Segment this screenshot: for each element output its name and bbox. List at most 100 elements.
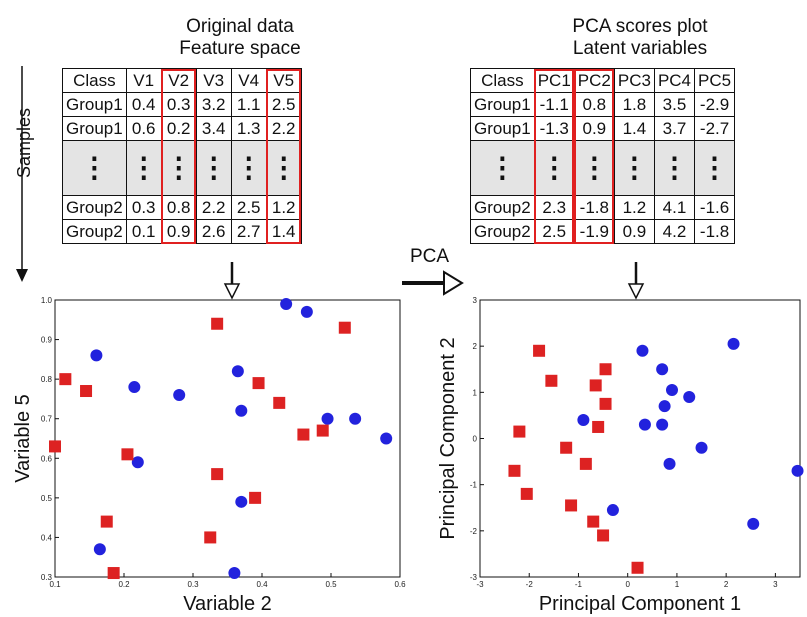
data-point-square bbox=[252, 377, 265, 390]
table-cell: 1.1 bbox=[230, 92, 267, 117]
x-tick-label: 1 bbox=[675, 580, 680, 589]
data-point-circle bbox=[380, 432, 393, 445]
table-cell: 0.4 bbox=[125, 92, 162, 117]
feature-table: Class V1 V2 V3 V4 V5 Group1 0.4 0.3 3.2 … bbox=[62, 68, 302, 244]
table-cell: Group1 bbox=[62, 92, 127, 117]
data-point-square bbox=[100, 515, 113, 528]
table-cell: 0.8 bbox=[160, 195, 197, 220]
table-cell: Group1 bbox=[470, 92, 535, 117]
ellipsis-row: ⋮ ⋮ ⋮ ⋮ ⋮ ⋮ bbox=[62, 140, 302, 196]
table-cell: 2.2 bbox=[265, 116, 302, 141]
data-point-circle bbox=[577, 414, 590, 427]
table-cell: 2.6 bbox=[195, 219, 232, 244]
down-arrow-right bbox=[627, 262, 645, 300]
table-cell: 3.7 bbox=[653, 116, 696, 141]
samples-label: Samples bbox=[14, 107, 34, 178]
header-cell: V1 bbox=[125, 68, 162, 93]
data-point-square bbox=[565, 499, 578, 512]
scatter-plot-feature: 0.1 0.2 0.3 0.4 0.5 0.6 0.3 0.4 0.5 0.6 0.7 0.8 0.9 1… bbox=[12, 296, 406, 615]
table-row: Group1 -1.1 0.8 1.8 3.5 -2.9 bbox=[470, 92, 736, 117]
header-cell: PC2 bbox=[573, 68, 615, 93]
data-point-square bbox=[338, 321, 351, 334]
data-point-square bbox=[273, 396, 286, 409]
table-cell: 2.5 bbox=[533, 219, 575, 244]
plot-frame bbox=[479, 299, 801, 578]
pca-arrow bbox=[402, 270, 464, 296]
data-point-square bbox=[121, 448, 134, 461]
header-cell: V5 bbox=[265, 68, 302, 93]
data-point-circle bbox=[747, 517, 760, 530]
data-point-circle bbox=[349, 412, 362, 425]
y-tick-label: 0.8 bbox=[41, 375, 53, 384]
header-cell: V4 bbox=[230, 68, 267, 93]
data-point-circle bbox=[658, 400, 671, 413]
table-cell: 0.9 bbox=[160, 219, 197, 244]
data-point-square bbox=[589, 379, 602, 392]
header-cell: V3 bbox=[195, 68, 232, 93]
data-point-square bbox=[599, 363, 612, 376]
y-tick-label: -1 bbox=[470, 481, 478, 490]
y-tick-label: 3 bbox=[473, 296, 478, 305]
data-point-square bbox=[631, 561, 644, 574]
table-cell: 1.8 bbox=[613, 92, 655, 117]
left-title-line2: Feature space bbox=[179, 38, 301, 59]
table-cell: 3.4 bbox=[195, 116, 232, 141]
table-cell: 0.3 bbox=[160, 92, 197, 117]
data-point-circle bbox=[128, 381, 141, 394]
table-cell: 0.2 bbox=[160, 116, 197, 141]
ellipsis-row: ⋮ ⋮ ⋮ ⋮ ⋮ ⋮ bbox=[470, 140, 736, 196]
data-point-square bbox=[249, 491, 262, 504]
samples-arrow bbox=[16, 66, 28, 282]
x-tick-label: 0.2 bbox=[118, 580, 130, 589]
x-tick-label: 0.3 bbox=[187, 580, 199, 589]
data-point-square bbox=[80, 385, 93, 398]
header-cell: Class bbox=[62, 68, 127, 93]
x-tick-label: 0.6 bbox=[394, 580, 406, 589]
table-row: Group2 0.3 0.8 2.2 2.5 1.2 bbox=[62, 195, 302, 220]
table-cell: Group2 bbox=[470, 195, 535, 220]
table-cell: 0.3 bbox=[125, 195, 162, 220]
data-point-square bbox=[587, 515, 600, 528]
ellipsis-cell: ⋮ bbox=[195, 140, 232, 196]
data-point-circle bbox=[235, 404, 248, 417]
table-cell: 1.2 bbox=[265, 195, 302, 220]
table-cell: 0.9 bbox=[613, 219, 655, 244]
data-point-circle bbox=[791, 464, 804, 477]
y-axis-label: Principal Component 2 bbox=[437, 337, 459, 539]
y-tick-label: 1.0 bbox=[41, 296, 53, 305]
right-title-line1: PCA scores plot bbox=[572, 16, 708, 37]
y-tick-label: 0.4 bbox=[41, 533, 53, 542]
data-point-square bbox=[297, 428, 310, 441]
x-tick-label: 0 bbox=[625, 580, 630, 589]
data-point-square bbox=[49, 440, 61, 453]
table-cell: -1.6 bbox=[694, 195, 736, 220]
left-title: Original data Feature space bbox=[130, 16, 350, 60]
data-point-square bbox=[597, 529, 610, 542]
data-point-circle bbox=[656, 363, 669, 376]
x-tick-label: 0.4 bbox=[256, 580, 268, 589]
table-cell: Group1 bbox=[62, 116, 127, 141]
table-cell: 0.6 bbox=[125, 116, 162, 141]
down-arrow-left bbox=[223, 262, 241, 300]
scatter-plot-pca: -3 -2 -1 0 1 2 3 -3 -2 -1 0 1 2 3 Principal Component … bbox=[437, 296, 804, 615]
table-cell: Group1 bbox=[470, 116, 535, 141]
y-tick-label: -3 bbox=[470, 573, 478, 582]
table-row: Group1 -1.3 0.9 1.4 3.7 -2.7 bbox=[470, 116, 736, 141]
data-point-square bbox=[204, 531, 217, 544]
data-point-circle bbox=[666, 384, 678, 397]
data-point-circle bbox=[321, 412, 334, 425]
table-cell: -1.3 bbox=[533, 116, 575, 141]
table-cell: 2.2 bbox=[195, 195, 232, 220]
table-cell: -2.7 bbox=[694, 116, 736, 141]
header-cell: V2 bbox=[160, 68, 197, 93]
table-cell: 3.5 bbox=[653, 92, 696, 117]
data-point-square bbox=[513, 425, 526, 438]
y-tick-label: 0.3 bbox=[41, 573, 53, 582]
ellipsis-cell: ⋮ bbox=[694, 140, 736, 196]
y-tick-label: 0.7 bbox=[41, 415, 53, 424]
table-row: Group1 0.6 0.2 3.4 1.3 2.2 bbox=[62, 116, 302, 141]
table-cell: 0.1 bbox=[125, 219, 162, 244]
table-cell: Group2 bbox=[62, 195, 127, 220]
right-title-line2: Latent variables bbox=[572, 38, 708, 59]
ellipsis-cell: ⋮ bbox=[613, 140, 655, 196]
